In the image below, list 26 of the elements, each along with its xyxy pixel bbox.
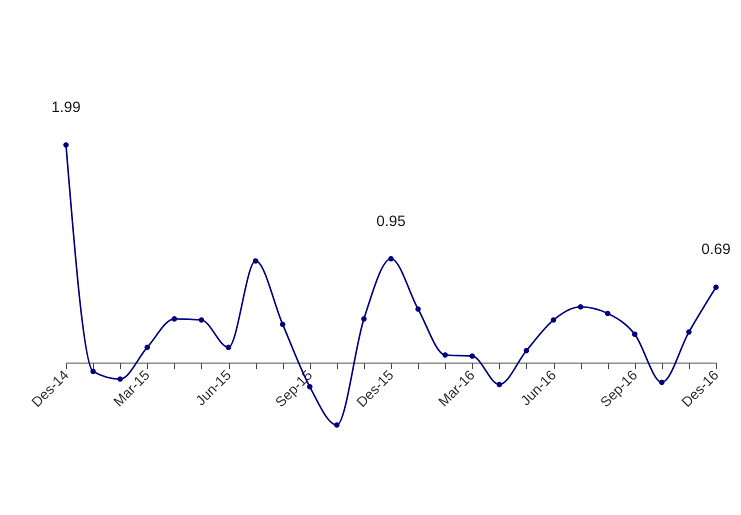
point — [63, 142, 69, 148]
point — [470, 353, 475, 359]
point — [198, 317, 204, 323]
data-label: 0.95 — [376, 212, 406, 230]
point — [144, 344, 150, 350]
data-label: 1.99 — [51, 99, 81, 116]
point — [252, 258, 258, 264]
point — [578, 304, 584, 310]
point — [524, 348, 530, 354]
point — [90, 368, 96, 374]
point — [632, 331, 638, 337]
point — [686, 329, 692, 335]
point — [172, 316, 178, 322]
point — [604, 310, 610, 316]
data-label: 0.69 — [701, 241, 731, 258]
point — [415, 306, 421, 312]
point — [659, 380, 665, 386]
point — [496, 382, 502, 388]
point — [361, 316, 367, 322]
point — [713, 284, 719, 290]
point — [388, 256, 394, 262]
point — [334, 422, 340, 428]
point — [226, 344, 232, 350]
point — [280, 322, 286, 328]
point — [550, 317, 556, 323]
point — [442, 352, 448, 358]
